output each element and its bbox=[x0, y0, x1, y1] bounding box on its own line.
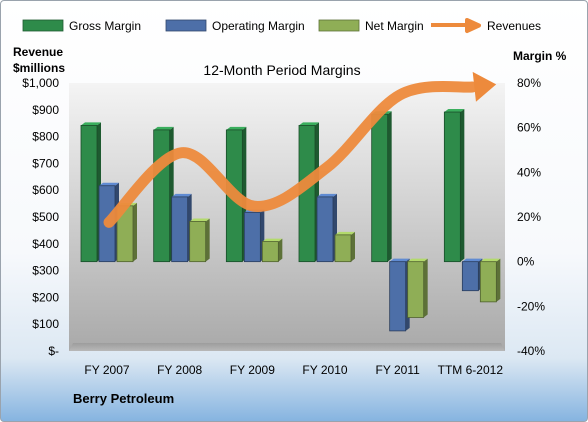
bar-net-margin bbox=[116, 202, 137, 263]
left-axis-tick-label: $400 bbox=[32, 237, 59, 251]
x-axis-tick-label: FY 2010 bbox=[302, 363, 347, 377]
plot-background bbox=[69, 83, 505, 351]
x-axis-tick-label: FY 2011 bbox=[376, 363, 421, 377]
left-axis-tick-label: $100 bbox=[32, 317, 59, 331]
bar-gross-margin bbox=[443, 109, 465, 263]
company-name: Berry Petroleum bbox=[73, 391, 174, 406]
left-axis-tick-label: $200 bbox=[32, 290, 59, 304]
bar-operating-margin bbox=[316, 193, 337, 263]
bar-operating-margin bbox=[243, 209, 265, 263]
x-axis-tick-label: FY 2009 bbox=[230, 363, 275, 377]
bar-gross-margin bbox=[80, 122, 101, 263]
x-axis-tick-label: FY 2007 bbox=[84, 363, 129, 377]
right-axis-tick-label: 20% bbox=[517, 210, 541, 224]
left-axis-title-line2: $millions bbox=[13, 61, 65, 75]
right-axis-tick-label: 60% bbox=[517, 121, 541, 135]
bar-net-margin bbox=[261, 238, 283, 263]
x-axis-tick-label: TTM 6-2012 bbox=[438, 363, 504, 377]
bar-net-margin bbox=[189, 218, 210, 263]
legend-label: Revenues bbox=[487, 19, 541, 33]
right-axis-tick-label: -20% bbox=[517, 299, 545, 313]
chart-title: 12-Month Period Margins bbox=[203, 62, 360, 78]
right-axis-tick-label: -40% bbox=[517, 344, 545, 358]
bar-net-margin bbox=[407, 258, 428, 318]
left-axis-tick-label: $800 bbox=[32, 130, 59, 144]
right-axis-title: Margin % bbox=[513, 49, 567, 63]
left-axis-tick-label: $300 bbox=[32, 264, 59, 278]
left-axis-tick-label: $1,000 bbox=[22, 76, 59, 90]
revenues-arrowhead-icon bbox=[472, 71, 497, 102]
legend-item-revenues: Revenues bbox=[431, 18, 541, 33]
bar-operating-margin bbox=[171, 193, 192, 263]
left-axis-tick-label: $- bbox=[48, 344, 59, 358]
bar-gross-margin bbox=[371, 111, 392, 263]
left-axis-tick-label: $600 bbox=[32, 183, 59, 197]
right-axis-tick-label: 80% bbox=[517, 76, 541, 90]
legend-item-gross-margin: Gross Margin bbox=[22, 19, 141, 33]
revenues-line bbox=[103, 81, 478, 228]
bar-net-margin bbox=[479, 258, 501, 303]
legend-item-net-margin: Net Margin bbox=[318, 19, 424, 33]
bar-net-margin bbox=[334, 231, 355, 263]
legend-swatch bbox=[318, 19, 360, 32]
right-axis-tick-label: 40% bbox=[517, 165, 541, 179]
left-axis-title-line1: Revenue bbox=[13, 45, 63, 59]
bar-operating-margin bbox=[461, 258, 483, 292]
left-axis-tick-label: $900 bbox=[32, 103, 59, 117]
right-axis-tick-label: 0% bbox=[517, 255, 535, 269]
bar-operating-margin bbox=[389, 258, 410, 332]
legend-swatch bbox=[22, 19, 64, 32]
revenues-arrow-icon bbox=[431, 18, 481, 33]
plot-floor bbox=[69, 343, 505, 351]
legend-label: Net Margin bbox=[365, 19, 424, 33]
legend-label: Operating Margin bbox=[212, 19, 305, 33]
bar-gross-margin bbox=[153, 126, 174, 263]
x-axis-tick-label: FY 2008 bbox=[157, 363, 202, 377]
legend-item-operating-margin: Operating Margin bbox=[165, 19, 305, 33]
legend-swatch bbox=[165, 19, 207, 32]
left-axis-tick-label: $500 bbox=[32, 210, 59, 224]
legend-label: Gross Margin bbox=[69, 19, 141, 33]
left-axis-tick-label: $700 bbox=[32, 156, 59, 170]
